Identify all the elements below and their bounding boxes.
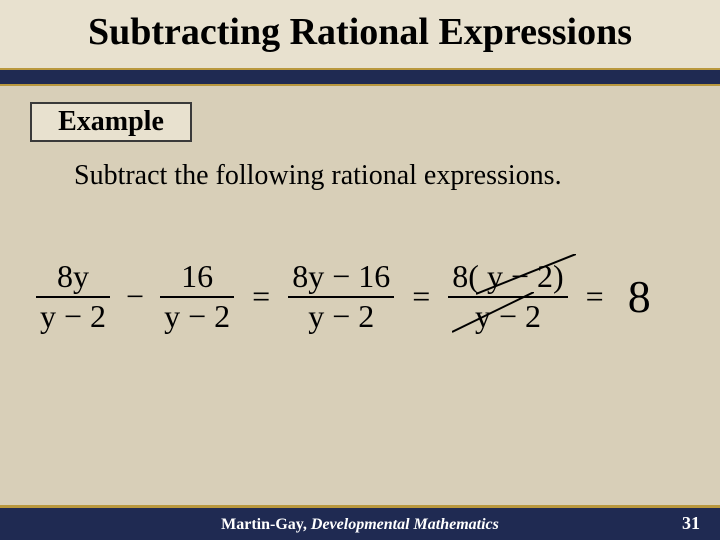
equation-row: 8y y − 2 − 16 y − 2 = 8y − 16 y − 2 = 8(… bbox=[36, 260, 696, 333]
fraction-term1: 8y y − 2 bbox=[36, 260, 110, 333]
minus-operator: − bbox=[120, 278, 150, 315]
equals-3: = bbox=[578, 278, 612, 315]
footer-citation: Martin-Gay, Developmental Mathematics bbox=[0, 516, 720, 534]
term1-denominator: y − 2 bbox=[36, 300, 110, 334]
slide-title: Subtracting Rational Expressions bbox=[0, 10, 720, 54]
divider-navy bbox=[0, 70, 720, 84]
example-label-box: Example bbox=[30, 102, 192, 142]
fraction-step1: 8y − 16 y − 2 bbox=[288, 260, 394, 333]
instruction-text: Subtract the following rational expressi… bbox=[74, 160, 562, 192]
step2-numerator: 8( y − 2) bbox=[448, 260, 567, 294]
divider-gold-bottom bbox=[0, 84, 720, 86]
term2-numerator: 16 bbox=[177, 260, 217, 294]
page-number: 31 bbox=[682, 513, 700, 534]
result-value: 8 bbox=[622, 270, 651, 323]
term2-denominator: y − 2 bbox=[160, 300, 234, 334]
equation: 8y y − 2 − 16 y − 2 = 8y − 16 y − 2 = 8(… bbox=[36, 260, 696, 380]
fraction-term2: 16 y − 2 bbox=[160, 260, 234, 333]
fraction-step2: 8( y − 2) y − 2 bbox=[448, 260, 567, 333]
slide: Subtracting Rational Expressions Example… bbox=[0, 0, 720, 540]
step1-denominator: y − 2 bbox=[304, 300, 378, 334]
equals-2: = bbox=[404, 278, 438, 315]
footer-author: Martin-Gay, bbox=[221, 516, 307, 533]
step2-denominator: y − 2 bbox=[471, 300, 545, 334]
term1-numerator: 8y bbox=[53, 260, 93, 294]
example-label: Example bbox=[58, 106, 164, 138]
equals-1: = bbox=[244, 278, 278, 315]
step1-numerator: 8y − 16 bbox=[288, 260, 394, 294]
footer-book: Developmental Mathematics bbox=[311, 516, 499, 533]
